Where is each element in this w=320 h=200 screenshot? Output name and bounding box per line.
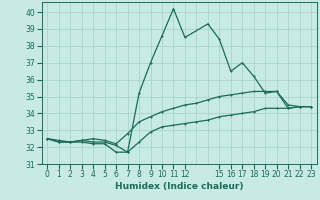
X-axis label: Humidex (Indice chaleur): Humidex (Indice chaleur) — [115, 182, 244, 191]
